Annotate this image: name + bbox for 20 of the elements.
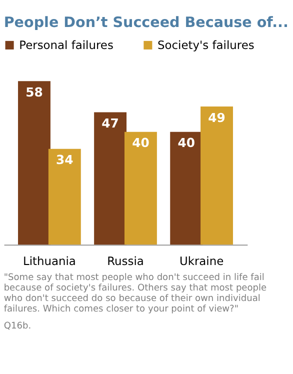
bar: [200, 106, 233, 245]
legend-label: Society's failures: [157, 38, 254, 52]
legend-label: Personal failures: [19, 38, 114, 52]
data-label: 34: [56, 152, 74, 168]
data-label: 58: [26, 84, 43, 100]
bar: [18, 81, 50, 245]
data-label: 49: [208, 110, 226, 125]
bar: [94, 112, 127, 245]
text: "Some say that most people who don't succeed in life fail because of society's failures. Others say that most people who don't succeed do so because of their own individual failures. Which comes closer to your point of view?": [4, 272, 268, 314]
x-tick-label: Russia: [107, 254, 144, 268]
bar: [170, 132, 203, 245]
data-label: 40: [132, 135, 150, 150]
chart-title: People Don’t Succeed Because of...: [4, 15, 288, 32]
bar: [124, 132, 157, 245]
x-tick-label: Ukraine: [179, 254, 224, 268]
x-tick-label: Lithuania: [22, 254, 76, 268]
data-label: 40: [178, 135, 196, 150]
data-label: 47: [102, 115, 119, 130]
text: Q16b.: [4, 322, 32, 332]
bar: [48, 148, 81, 245]
